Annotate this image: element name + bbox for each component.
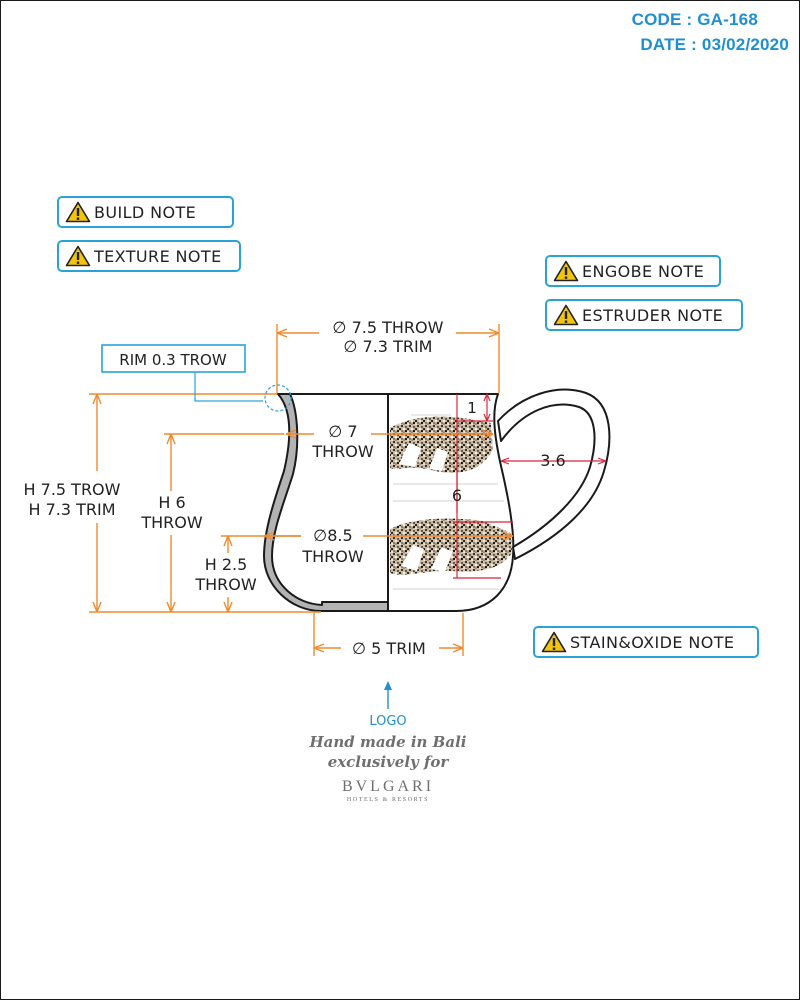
rim-label: RIM 0.3 TROW — [119, 351, 227, 369]
estruder-note-label: ESTRUDER NOTE — [582, 305, 724, 325]
band-arrowheads — [483, 393, 491, 422]
texture-band-lower — [390, 518, 512, 575]
pitcher-body-right — [388, 393, 515, 612]
arrowheads — [276, 328, 500, 338]
arrowheads — [313, 643, 464, 653]
height-6-label-2: THROW — [140, 513, 203, 532]
texture-note-label: TEXTURE NOTE — [94, 246, 222, 266]
arrowheads — [285, 429, 494, 439]
warning-triangle-icon — [65, 201, 91, 223]
logo-block: LOGO Hand made in Bali exclusively for B… — [309, 681, 467, 803]
diameter-7-label-1: ∅ 7 — [328, 422, 357, 441]
arrowheads — [92, 393, 102, 613]
band-dimensions — [453, 393, 607, 579]
handle-width-label: 3.6 — [540, 451, 565, 470]
warning-triangle-icon — [65, 245, 91, 267]
logo-label: LOGO — [369, 714, 406, 729]
rim-callout: RIM 0.3 TROW — [101, 344, 292, 412]
diameter-base-label: ∅ 5 TRIM — [352, 639, 426, 658]
dimension-lines — [89, 324, 514, 656]
build-note[interactable]: BUILD NOTE — [57, 196, 234, 228]
pitcher-section — [263, 393, 389, 612]
rim-detail-circle — [264, 384, 292, 412]
logo-line-2: exclusively for — [328, 753, 450, 771]
product-code: CODE : GA-168 — [631, 10, 758, 29]
height-25-label-2: THROW — [194, 575, 257, 594]
height-total-label-2: H 7.3 TRIM — [28, 500, 115, 519]
arrowheads — [263, 531, 514, 541]
drawing-date: DATE : 03/02/2020 — [640, 35, 789, 54]
logo-pointer-arrow — [384, 681, 392, 690]
warning-triangle-icon — [553, 260, 579, 282]
stain-oxide-note-label: STAIN&OXIDE NOTE — [570, 632, 735, 652]
logo-subtitle: HOTELS & RESORTS — [347, 797, 429, 803]
pitcher-outline — [263, 388, 611, 612]
height-total-label-1: H 7.5 TROW — [24, 480, 121, 499]
band-gap-label: 6 — [452, 486, 462, 505]
arrowheads — [223, 535, 233, 613]
rim-leader-line — [194, 372, 263, 402]
texture-cutout — [399, 443, 448, 471]
diameter-85-label-2: THROW — [301, 547, 364, 566]
diameter-top-label-2: ∅ 7.3 TRIM — [344, 337, 433, 356]
rim-callout-box — [101, 344, 246, 373]
build-note-label: BUILD NOTE — [94, 202, 197, 222]
engobe-note[interactable]: ENGOBE NOTE — [545, 255, 721, 287]
warning-triangle-icon — [553, 304, 579, 326]
arrowheads — [166, 433, 176, 613]
diameter-top-label-1: ∅ 7.5 THROW — [333, 318, 444, 337]
estruder-note[interactable]: ESTRUDER NOTE — [545, 299, 743, 331]
texture-note[interactable]: TEXTURE NOTE — [57, 240, 241, 272]
stain-oxide-note[interactable]: STAIN&OXIDE NOTE — [533, 626, 759, 658]
dimension-labels: ∅ 7.5 THROW ∅ 7.3 TRIM H 7.5 TROW H 7.3 … — [24, 318, 566, 658]
height-6-label-1: H 6 — [158, 493, 185, 512]
warning-triangle-icon — [541, 631, 567, 653]
engobe-note-label: ENGOBE NOTE — [582, 261, 705, 281]
diameter-85-label-1: ∅8.5 — [313, 526, 352, 545]
diameter-7-label-2: THROW — [311, 442, 374, 461]
band-top-label: 1 — [467, 399, 477, 417]
texture-cutout — [401, 545, 453, 572]
logo-line-1: Hand made in Bali — [309, 733, 467, 751]
pitcher-handle — [497, 388, 611, 560]
height-25-label-1: H 2.5 — [205, 555, 248, 574]
logo-brand: BVLGARI — [342, 778, 434, 795]
handle-arrowheads — [500, 457, 607, 465]
